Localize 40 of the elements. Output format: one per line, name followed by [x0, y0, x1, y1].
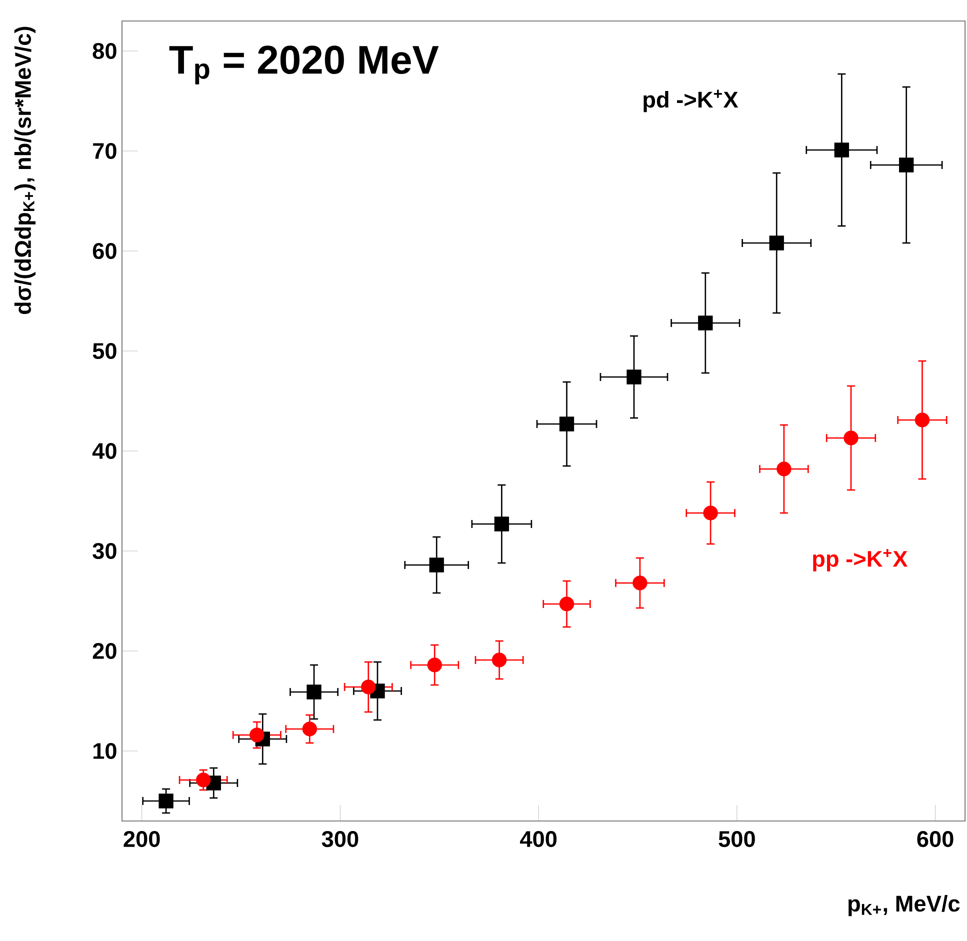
y-tick-label: 60 [92, 242, 116, 260]
point [834, 142, 850, 158]
point [494, 516, 510, 532]
point [196, 772, 211, 788]
y-tick-label: 40 [92, 442, 116, 460]
point [626, 370, 642, 384]
y-tick-label: 10 [94, 742, 116, 760]
point [250, 728, 264, 742]
point [914, 412, 930, 428]
point [361, 680, 376, 694]
x-tick-label: 400 [520, 831, 557, 848]
y-tick-label: 30 [92, 542, 116, 560]
x-tick-label: 300 [322, 831, 358, 848]
x-tick-label: 200 [124, 831, 160, 848]
x-axis-title: p$_{K+}$, MeV/c [848, 895, 960, 916]
annotation: T$_{p}$ = 2020 MeV [169, 46, 439, 84]
point [698, 316, 713, 330]
point [158, 794, 174, 808]
point [427, 658, 442, 672]
x-tick-label: 500 [718, 831, 755, 848]
point [776, 462, 792, 476]
point [899, 158, 914, 172]
point [844, 430, 858, 446]
point [492, 652, 507, 668]
text: pp ->K$^{+}$X [813, 548, 908, 572]
point [769, 236, 784, 250]
y-tick-label: 80 [92, 42, 116, 60]
y-tick-label: 50 [92, 342, 116, 360]
text: pd ->K$^{+}$X [644, 90, 738, 112]
point [703, 506, 718, 520]
y-tick-label: 70 [93, 142, 116, 160]
y-axis-title: dσ/(dΩdp$_{K+}$), nb/(sr*MeV/c) [14, 26, 36, 314]
point [306, 684, 322, 700]
point [302, 722, 317, 736]
point [429, 558, 444, 572]
y-tick-label: 20 [92, 642, 116, 660]
point [559, 596, 574, 612]
point [632, 576, 648, 590]
x-tick-label: 600 [917, 831, 954, 848]
point [559, 416, 574, 432]
